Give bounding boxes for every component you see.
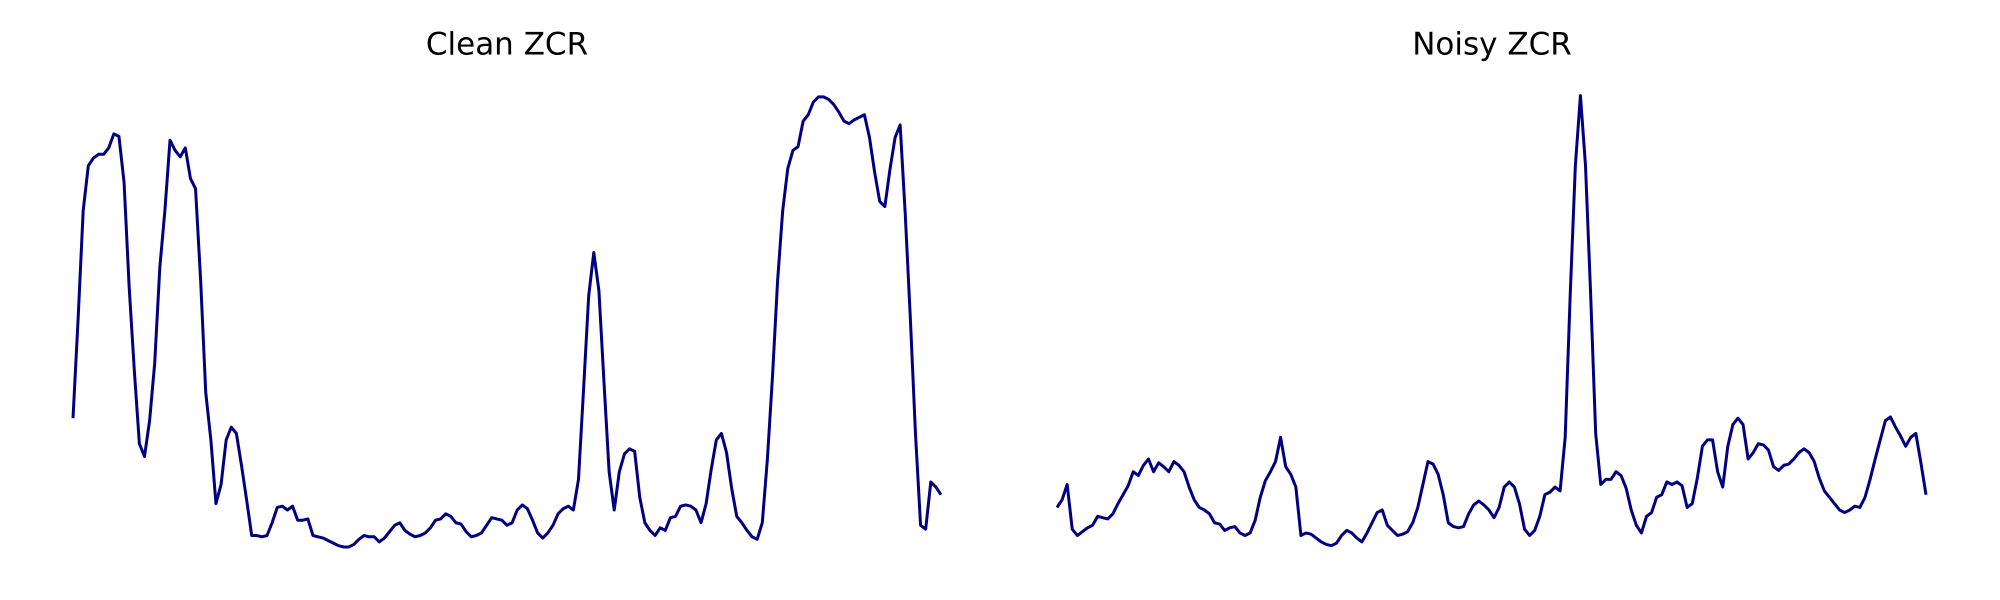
chart-title: Clean ZCR xyxy=(426,27,588,63)
zcr-line xyxy=(71,95,943,549)
zcr-line xyxy=(1055,94,1928,548)
chart-title: Noisy ZCR xyxy=(1412,27,1572,63)
